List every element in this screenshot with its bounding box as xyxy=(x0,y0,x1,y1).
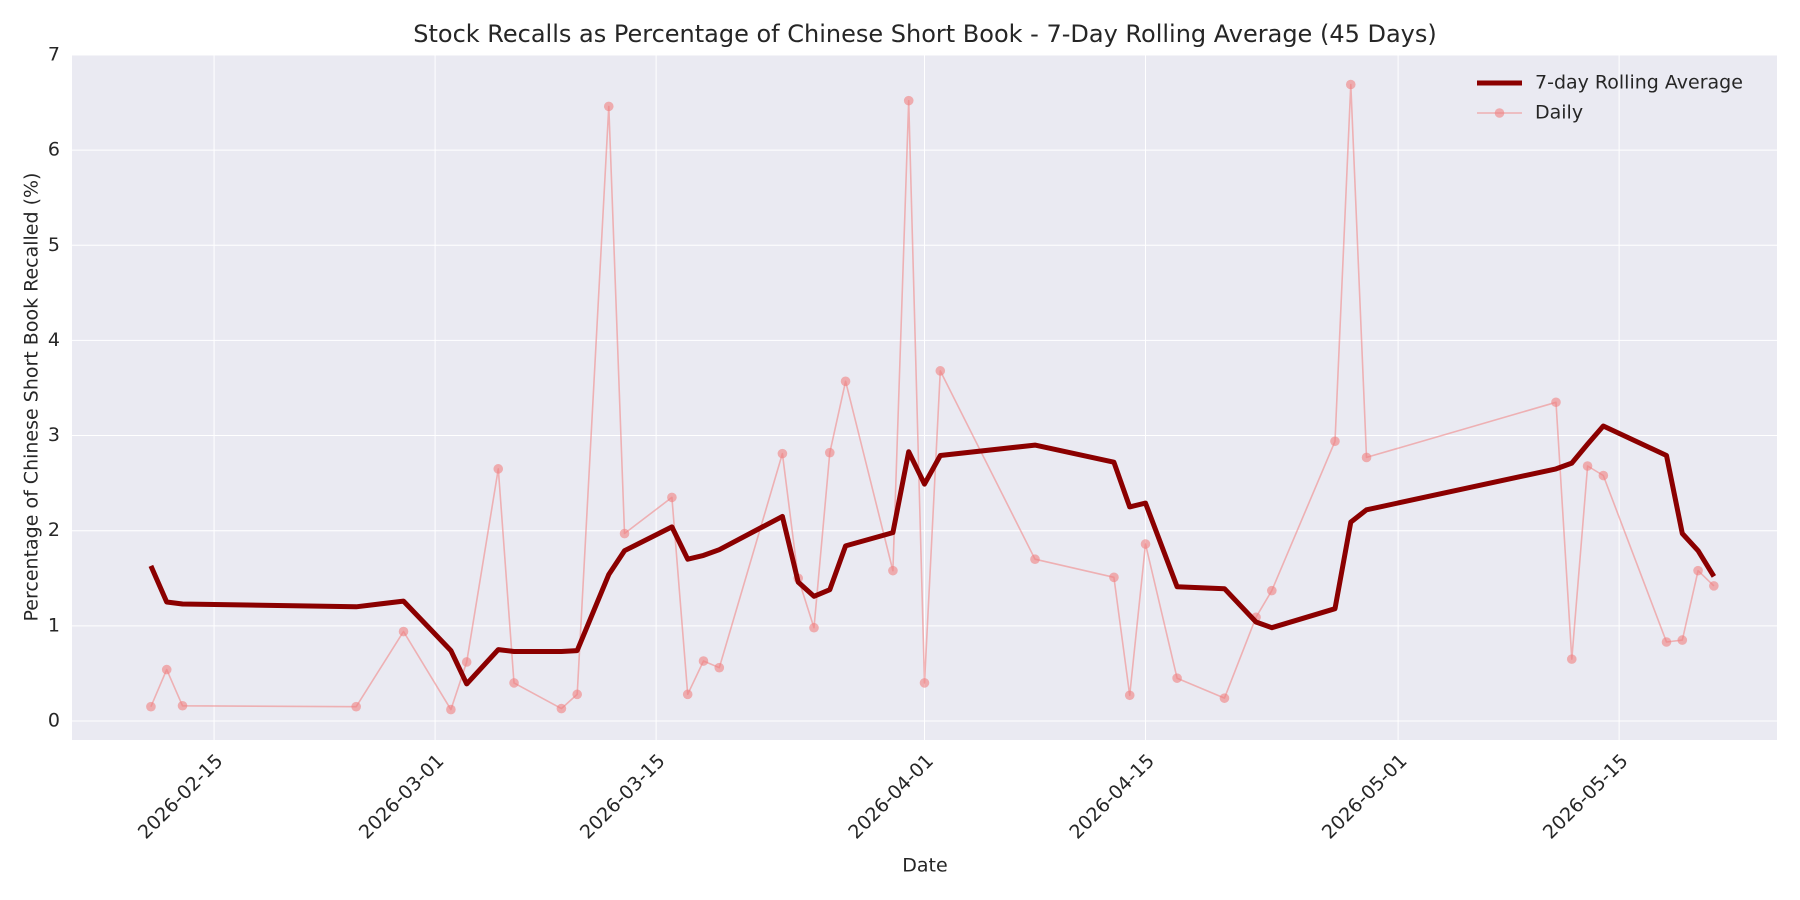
daily-marker xyxy=(1693,565,1703,576)
daily-marker xyxy=(840,376,851,387)
y-tick-label: 6 xyxy=(48,139,60,161)
x-tick-label: 2026-04-15 xyxy=(1065,750,1159,844)
rolling-average-line xyxy=(148,423,1717,687)
x-tick-label: 2026-03-15 xyxy=(576,750,670,844)
daily-marker xyxy=(351,701,361,712)
x-tick-label: 2026-04-01 xyxy=(844,750,938,844)
y-tick-label: 1 xyxy=(48,614,60,636)
daily-marker xyxy=(1219,693,1230,703)
daily-marker xyxy=(682,689,693,700)
daily-marker xyxy=(572,689,582,700)
x-tick-label: 2026-03-01 xyxy=(355,750,449,844)
daily-marker xyxy=(146,701,156,712)
daily-marker xyxy=(1566,654,1577,664)
daily-marker xyxy=(714,662,725,673)
daily-marker xyxy=(1551,397,1561,408)
legend-label: 7-day Rolling Average xyxy=(1535,72,1743,94)
daily-marker xyxy=(603,101,614,112)
daily-marker xyxy=(1030,554,1040,565)
daily-marker xyxy=(398,626,409,637)
daily-marker xyxy=(809,622,819,633)
daily-marker xyxy=(667,492,677,503)
daily-marker xyxy=(888,565,898,576)
y-tick-label: 2 xyxy=(48,519,60,541)
daily-marker xyxy=(935,366,946,376)
daily-marker xyxy=(1709,581,1719,591)
daily-marker xyxy=(698,656,709,666)
y-tick-label: 3 xyxy=(48,424,60,446)
x-tick-label: 2026-05-01 xyxy=(1318,750,1412,844)
daily-marker xyxy=(824,447,835,458)
y-axis-label: Percentage of Chinese Short Book Recalle… xyxy=(21,173,43,622)
daily-marker xyxy=(1330,436,1340,447)
daily-marker xyxy=(446,704,456,715)
y-tick-label: 5 xyxy=(48,234,60,256)
daily-marker xyxy=(619,528,630,539)
y-tick-label: 4 xyxy=(48,329,60,351)
x-axis-label: Date xyxy=(902,855,947,877)
daily-marker xyxy=(1267,585,1277,596)
daily-marker xyxy=(177,700,188,711)
daily-marker xyxy=(509,678,519,688)
daily-marker xyxy=(1109,572,1119,583)
daily-marker xyxy=(1677,635,1688,645)
daily-marker xyxy=(1124,690,1135,701)
daily-marker xyxy=(1598,470,1609,481)
daily-marker xyxy=(777,448,788,459)
daily-marker xyxy=(1582,461,1593,471)
x-tick-label: 2026-02-15 xyxy=(134,750,228,844)
daily-marker xyxy=(556,703,567,714)
x-tick-label: 2026-05-15 xyxy=(1539,750,1633,844)
daily-marker xyxy=(1661,637,1672,647)
daily-marker xyxy=(493,464,504,474)
legend-marker xyxy=(1494,108,1505,118)
y-tick-label: 7 xyxy=(48,44,60,66)
legend-label: Daily xyxy=(1535,102,1583,124)
daily-marker xyxy=(1345,79,1356,90)
chart-title: Stock Recalls as Percentage of Chinese S… xyxy=(413,20,1437,48)
daily-marker xyxy=(1172,673,1182,683)
daily-marker xyxy=(1361,452,1372,463)
legend: 7-day Rolling Average Daily xyxy=(1477,72,1743,124)
daily-marker xyxy=(903,95,914,106)
daily-marker xyxy=(919,678,930,688)
daily-marker xyxy=(161,664,172,675)
y-tick-label: 0 xyxy=(48,709,60,731)
daily-marker xyxy=(461,657,472,667)
daily-marker xyxy=(1140,539,1151,549)
